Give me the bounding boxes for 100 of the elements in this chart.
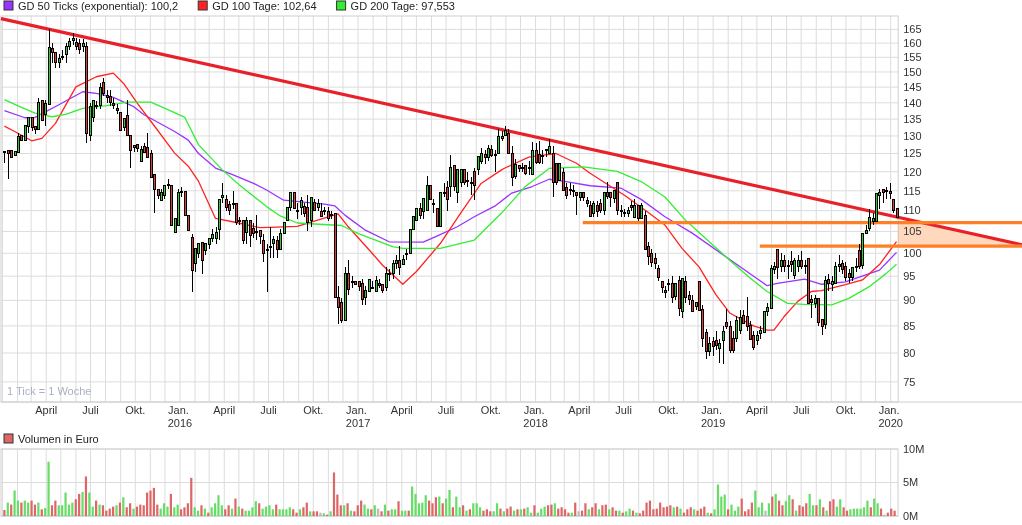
- candlestick: [691, 294, 694, 312]
- bar: [546, 505, 550, 516]
- bar: [285, 509, 288, 516]
- candlestick: [310, 196, 313, 228]
- bar: [424, 495, 427, 516]
- bar: [332, 472, 336, 516]
- bar: [302, 507, 305, 516]
- y-tick-label: 75: [903, 375, 916, 388]
- bar: [591, 507, 594, 516]
- candlestick: [65, 42, 68, 64]
- bar: [662, 507, 665, 516]
- bar: [64, 492, 67, 516]
- y-tick-label: 125: [903, 147, 922, 160]
- candlestick: [592, 200, 595, 218]
- y-tick-label: 155: [903, 51, 922, 64]
- bar: [461, 505, 465, 516]
- candlestick: [538, 140, 541, 165]
- bar: [210, 507, 213, 516]
- bar: [645, 502, 648, 516]
- candlestick: [249, 219, 252, 248]
- candlestick: [885, 186, 888, 200]
- bar: [764, 510, 767, 516]
- bar: [278, 509, 281, 516]
- bar: [818, 499, 821, 516]
- bar: [842, 507, 845, 516]
- candlestick: [521, 162, 524, 173]
- candlestick: [17, 132, 20, 153]
- bar: [152, 487, 155, 516]
- bar: [254, 501, 257, 516]
- bar: [451, 507, 454, 516]
- candlestick: [392, 259, 395, 280]
- bar: [125, 507, 128, 516]
- candlestick: [531, 141, 534, 175]
- bar: [757, 507, 760, 516]
- candlestick: [419, 202, 422, 220]
- y-tick-label: 145: [903, 80, 922, 93]
- y-tick-label: 90: [903, 294, 916, 307]
- bar: [577, 511, 580, 516]
- bar: [781, 505, 784, 516]
- candlestick: [99, 82, 102, 110]
- bar: [315, 511, 319, 516]
- bar: [179, 509, 183, 516]
- x-tick-label: Juli: [615, 404, 632, 416]
- bar: [57, 505, 60, 516]
- candlestick: [466, 171, 469, 188]
- candlestick: [306, 194, 309, 232]
- candlestick: [633, 198, 636, 218]
- x-tick-label: Jan. 2019: [700, 404, 726, 429]
- y-tick-label: 130: [903, 129, 922, 142]
- candlestick: [361, 278, 364, 306]
- candlestick: [756, 330, 759, 346]
- bar: [686, 509, 689, 516]
- bar: [122, 497, 125, 516]
- bar: [628, 508, 631, 516]
- candlestick: [327, 206, 330, 222]
- bar: [363, 504, 366, 516]
- candlestick: [242, 219, 245, 245]
- bar: [50, 505, 54, 516]
- candlestick: [136, 143, 139, 153]
- bar: [472, 503, 475, 516]
- candlestick: [616, 181, 619, 216]
- candlestick: [889, 182, 892, 200]
- candlestick: [844, 261, 847, 282]
- y-tick-label: 0M: [903, 509, 919, 522]
- bar: [866, 500, 869, 516]
- y-tick-label: 100: [903, 247, 922, 260]
- bar: [3, 509, 6, 516]
- x-tick-label: Jan. 2018: [523, 404, 548, 429]
- bar: [13, 490, 16, 516]
- candlestick: [225, 194, 228, 212]
- bar: [767, 503, 770, 516]
- y-tick-label: 110: [903, 204, 921, 217]
- x-tick-label: Juli: [260, 404, 277, 416]
- candlestick: [371, 280, 374, 289]
- bar: [98, 504, 101, 516]
- bar: [224, 509, 227, 516]
- candlestick: [75, 37, 78, 51]
- candlestick: [72, 32, 75, 46]
- x-tick-label: Okt.: [835, 404, 856, 416]
- x-tick-label: Okt.: [303, 404, 324, 416]
- x-tick-label: April: [390, 404, 413, 416]
- candlestick: [487, 144, 490, 162]
- bar: [292, 509, 295, 516]
- bar: [84, 476, 88, 516]
- legend-label: GD 50 Ticks (exponential): 100,2: [18, 0, 179, 12]
- bar: [727, 509, 730, 516]
- bar: [373, 505, 376, 516]
- bar: [101, 505, 105, 516]
- x-tick-label: Okt.: [125, 404, 146, 416]
- x-tick-label: Okt.: [658, 404, 679, 416]
- candlestick: [875, 192, 878, 222]
- y-tick-label: 160: [903, 36, 922, 49]
- line-series: [3, 72, 898, 331]
- bar: [533, 505, 536, 516]
- bar: [876, 503, 879, 516]
- candlestick: [85, 41, 88, 144]
- bar: [271, 509, 274, 516]
- bar: [495, 503, 499, 516]
- legend-label: GD 100 Tage: 102,64: [212, 0, 317, 12]
- candlestick: [868, 208, 871, 232]
